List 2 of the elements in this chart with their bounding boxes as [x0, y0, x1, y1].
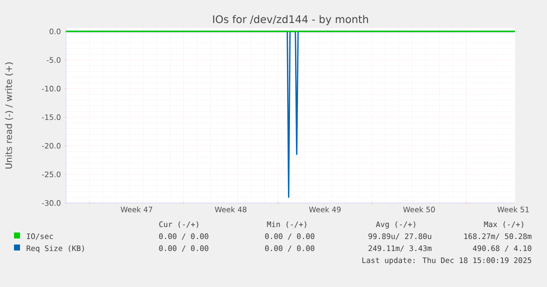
y-axis-title: Units read (-) / write (+)	[5, 62, 14, 169]
chart-title: IOs for /dev/zd144 - by month	[213, 15, 368, 26]
